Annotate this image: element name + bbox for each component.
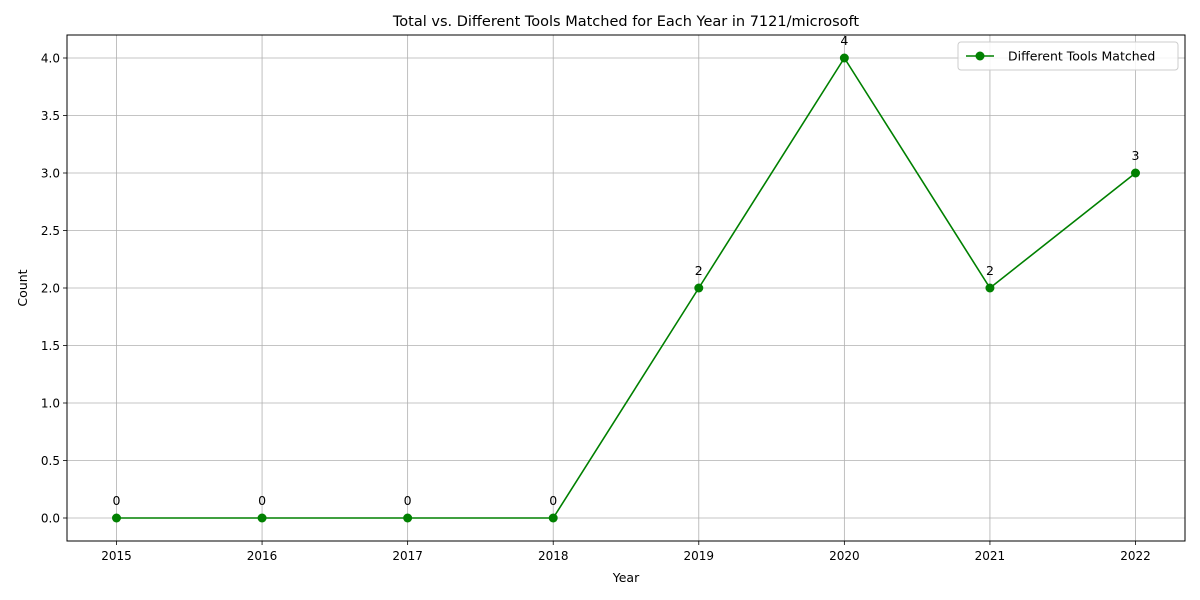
grid [67,35,1185,541]
data-label: 0 [258,493,266,508]
data-label: 2 [986,263,994,278]
series-layer: 0 0 0 0 2 4 2 3 [111,33,1141,523]
x-tick-label: 2019 [684,549,715,563]
y-axis-label: Count [15,269,30,306]
series-line [116,57,1137,519]
x-tick-label: 2017 [392,549,423,563]
y-tick-label: 2.0 [41,282,60,296]
x-tick-label: 2018 [538,549,569,563]
data-label: 0 [549,493,557,508]
x-axis-ticks: 2015 2016 2017 2018 2019 2020 2021 2022 [101,541,1151,563]
y-tick-label: 1.5 [41,339,60,353]
y-tick-label: 3.5 [41,109,60,123]
data-label: 4 [840,33,848,48]
data-point [1131,168,1141,178]
data-point [694,283,704,293]
x-tick-label: 2021 [975,549,1006,563]
data-point [403,513,413,523]
data-point [257,513,267,523]
y-tick-label: 0.0 [41,512,60,526]
data-label: 3 [1132,148,1140,163]
y-tick-label: 1.0 [41,397,60,411]
x-tick-label: 2015 [101,549,132,563]
x-tick-label: 2016 [247,549,278,563]
x-tick-label: 2020 [829,549,860,563]
data-point [548,513,558,523]
data-label: 0 [113,493,121,508]
y-tick-label: 3.0 [41,167,60,181]
data-label: 2 [695,263,703,278]
legend-marker-swatch [975,51,985,61]
x-axis-label: Year [612,570,640,585]
y-tick-label: 0.5 [41,454,60,468]
data-label: 0 [404,493,412,508]
y-axis-ticks: 0.0 0.5 1.0 1.5 2.0 2.5 3.0 3.5 4.0 [41,52,67,526]
y-tick-label: 4.0 [41,52,60,66]
chart-title: Total vs. Different Tools Matched for Ea… [392,14,859,30]
y-tick-label: 2.5 [41,224,60,238]
legend-entry-label: Different Tools Matched [1008,49,1155,64]
data-point [839,53,849,63]
legend: Different Tools Matched [957,41,1179,71]
data-point [111,513,121,523]
data-point [985,283,995,293]
legend-box [957,41,1179,71]
x-tick-label: 2022 [1120,549,1151,563]
